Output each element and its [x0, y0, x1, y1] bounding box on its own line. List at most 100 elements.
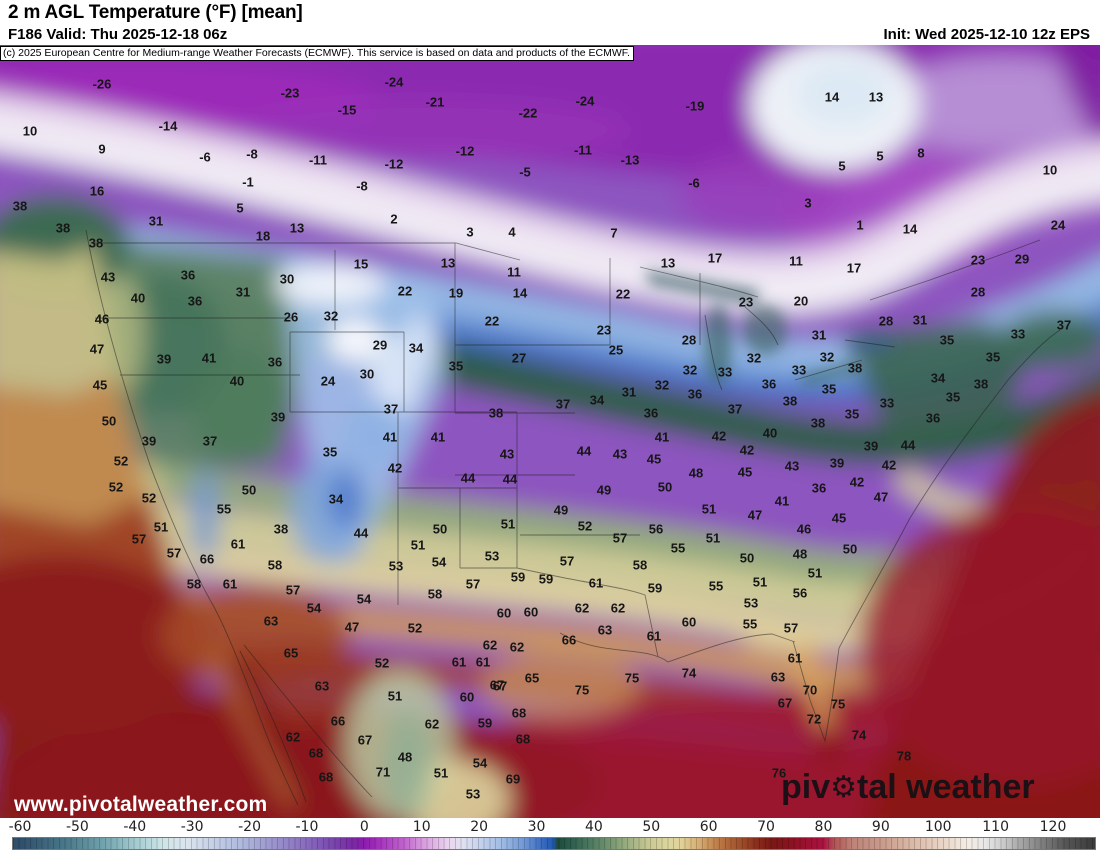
temp-label: 63: [263, 613, 279, 629]
temp-label: 47: [747, 507, 763, 523]
temp-label: 37: [555, 396, 571, 412]
temp-label: 58: [186, 576, 202, 592]
temp-label: 38: [55, 220, 71, 236]
temp-label: 40: [229, 373, 245, 389]
temp-label: 58: [267, 557, 283, 573]
colorbar-tick: -30: [180, 819, 204, 835]
temp-label: -23: [280, 85, 300, 101]
temp-label: 54: [472, 755, 488, 771]
pivotal-weather-logo: piv⚙tal weather: [781, 768, 1035, 807]
temp-label: 35: [844, 406, 860, 422]
temp-label: 33: [717, 364, 733, 380]
temp-label: 32: [323, 308, 339, 324]
temp-label: 33: [879, 395, 895, 411]
temp-label: -12: [455, 143, 475, 159]
temp-label: 54: [431, 554, 447, 570]
temp-label: 37: [1056, 317, 1072, 333]
temp-label: 33: [791, 362, 807, 378]
temp-label: 34: [589, 392, 605, 408]
map-borders: [85, 229, 1061, 806]
colorbar-tick: -10: [295, 819, 319, 835]
temp-label: 31: [912, 312, 928, 328]
temp-label: 45: [646, 451, 662, 467]
temp-label: 51: [500, 516, 516, 532]
temp-label: 57: [612, 530, 628, 546]
colorbar-tick: 120: [1039, 819, 1067, 835]
temp-label: 38: [88, 235, 104, 251]
temp-label: 60: [681, 614, 697, 630]
init-time: Init: Wed 2025-12-10 12z EPS: [883, 26, 1090, 43]
temp-label: 68: [511, 705, 527, 721]
temp-label: 32: [746, 350, 762, 366]
colorbar-tick: 60: [699, 819, 718, 835]
temp-label: 50: [241, 482, 257, 498]
temp-label: 60: [459, 689, 475, 705]
temp-label: 38: [273, 521, 289, 537]
temp-label: 39: [863, 438, 879, 454]
temp-label: 18: [255, 228, 271, 244]
gear-icon: ⚙: [830, 770, 858, 805]
temp-label: 34: [408, 340, 424, 356]
temp-label: 42: [387, 460, 403, 476]
temp-label: 47: [344, 619, 360, 635]
temp-label: 26: [283, 309, 299, 325]
temp-label: -11: [573, 142, 593, 158]
temp-label: -24: [384, 74, 404, 90]
temp-label: 76: [771, 765, 787, 781]
temp-label: 29: [372, 337, 388, 353]
temp-label: 10: [22, 123, 38, 139]
colorbar-tick: 50: [642, 819, 661, 835]
temp-label: 58: [632, 557, 648, 573]
temp-label: 5: [236, 200, 244, 216]
temp-label: 54: [306, 600, 322, 616]
temp-label: 3: [804, 195, 812, 211]
temp-label: -21: [425, 94, 445, 110]
temp-label: 38: [973, 376, 989, 392]
temp-label: -15: [337, 102, 357, 118]
colorbar-cells: [13, 838, 1095, 849]
temp-label: -1: [242, 174, 254, 190]
temp-label: 37: [383, 401, 399, 417]
colorbar-gradient: [12, 837, 1096, 850]
temp-label: 44: [900, 437, 916, 453]
temp-label: 52: [577, 518, 593, 534]
temp-label: 30: [279, 271, 295, 287]
colorbar-tick: 40: [584, 819, 603, 835]
temp-label: 36: [761, 376, 777, 392]
temp-label: -8: [356, 178, 368, 194]
temp-label: 65: [524, 670, 540, 686]
temp-label: 60: [496, 605, 512, 621]
temp-label: 59: [510, 569, 526, 585]
temp-label: 30: [359, 366, 375, 382]
colorbar-tick: 0: [359, 819, 369, 835]
temp-label: 34: [328, 491, 344, 507]
temp-label: 23: [970, 252, 986, 268]
temp-label: 37: [727, 401, 743, 417]
temp-label: 74: [851, 727, 867, 743]
temp-label: -6: [688, 175, 700, 191]
temp-label: 62: [482, 637, 498, 653]
temp-label: 11: [789, 253, 803, 269]
temp-label: 68: [308, 745, 324, 761]
colorbar-tick: -60: [8, 819, 32, 835]
colorbar-tick: 110: [982, 819, 1009, 835]
temp-label: 69: [505, 771, 521, 787]
temp-label: 43: [612, 446, 628, 462]
temp-label: 53: [743, 595, 759, 611]
temp-label: 35: [821, 381, 837, 397]
temp-label: 28: [970, 284, 986, 300]
temp-label: 48: [792, 546, 808, 562]
temp-label: 43: [100, 269, 116, 285]
temp-label: 38: [810, 415, 826, 431]
temp-label: 47: [873, 489, 889, 505]
colorbar-footer: -60 -50 -40 -30 -20 -10 0 10 20 30 40 50 60 70 80 90 100…: [0, 818, 1100, 850]
temp-label: 59: [538, 571, 554, 587]
temp-label: 61: [222, 576, 238, 592]
temp-label: 49: [553, 502, 569, 518]
temp-label: 46: [796, 521, 812, 537]
temp-label: 48: [688, 465, 704, 481]
valid-time: F186 Valid: Thu 2025-12-18 06z: [8, 26, 228, 43]
temp-label: 37: [202, 433, 218, 449]
temp-label: -5: [519, 164, 531, 180]
temp-label: 11: [507, 264, 521, 280]
